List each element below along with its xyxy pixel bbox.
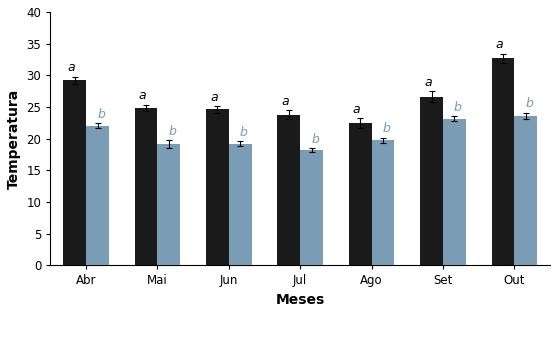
Bar <box>491 58 514 265</box>
Bar <box>514 116 537 265</box>
Text: b: b <box>454 101 462 114</box>
Bar <box>135 108 158 265</box>
Text: a: a <box>353 103 360 116</box>
Bar <box>349 123 372 265</box>
Bar <box>86 126 109 265</box>
Bar <box>206 109 229 265</box>
Bar <box>420 97 443 265</box>
Bar <box>300 150 323 265</box>
Bar <box>443 119 466 265</box>
Text: b: b <box>240 125 248 139</box>
Bar <box>277 115 300 265</box>
Text: a: a <box>67 61 75 74</box>
Bar <box>158 144 180 265</box>
Y-axis label: Temperatura: Temperatura <box>7 88 21 189</box>
Text: a: a <box>281 95 289 107</box>
Text: b: b <box>97 108 105 121</box>
Text: b: b <box>169 125 177 138</box>
X-axis label: Meses: Meses <box>276 293 325 307</box>
Text: a: a <box>496 38 503 51</box>
Text: b: b <box>311 133 319 146</box>
Bar <box>372 140 394 265</box>
Text: b: b <box>525 97 533 110</box>
Text: b: b <box>383 122 390 135</box>
Bar <box>63 80 86 265</box>
Text: a: a <box>210 91 218 104</box>
Text: a: a <box>139 89 146 102</box>
Bar <box>229 143 252 265</box>
Text: a: a <box>424 75 432 88</box>
